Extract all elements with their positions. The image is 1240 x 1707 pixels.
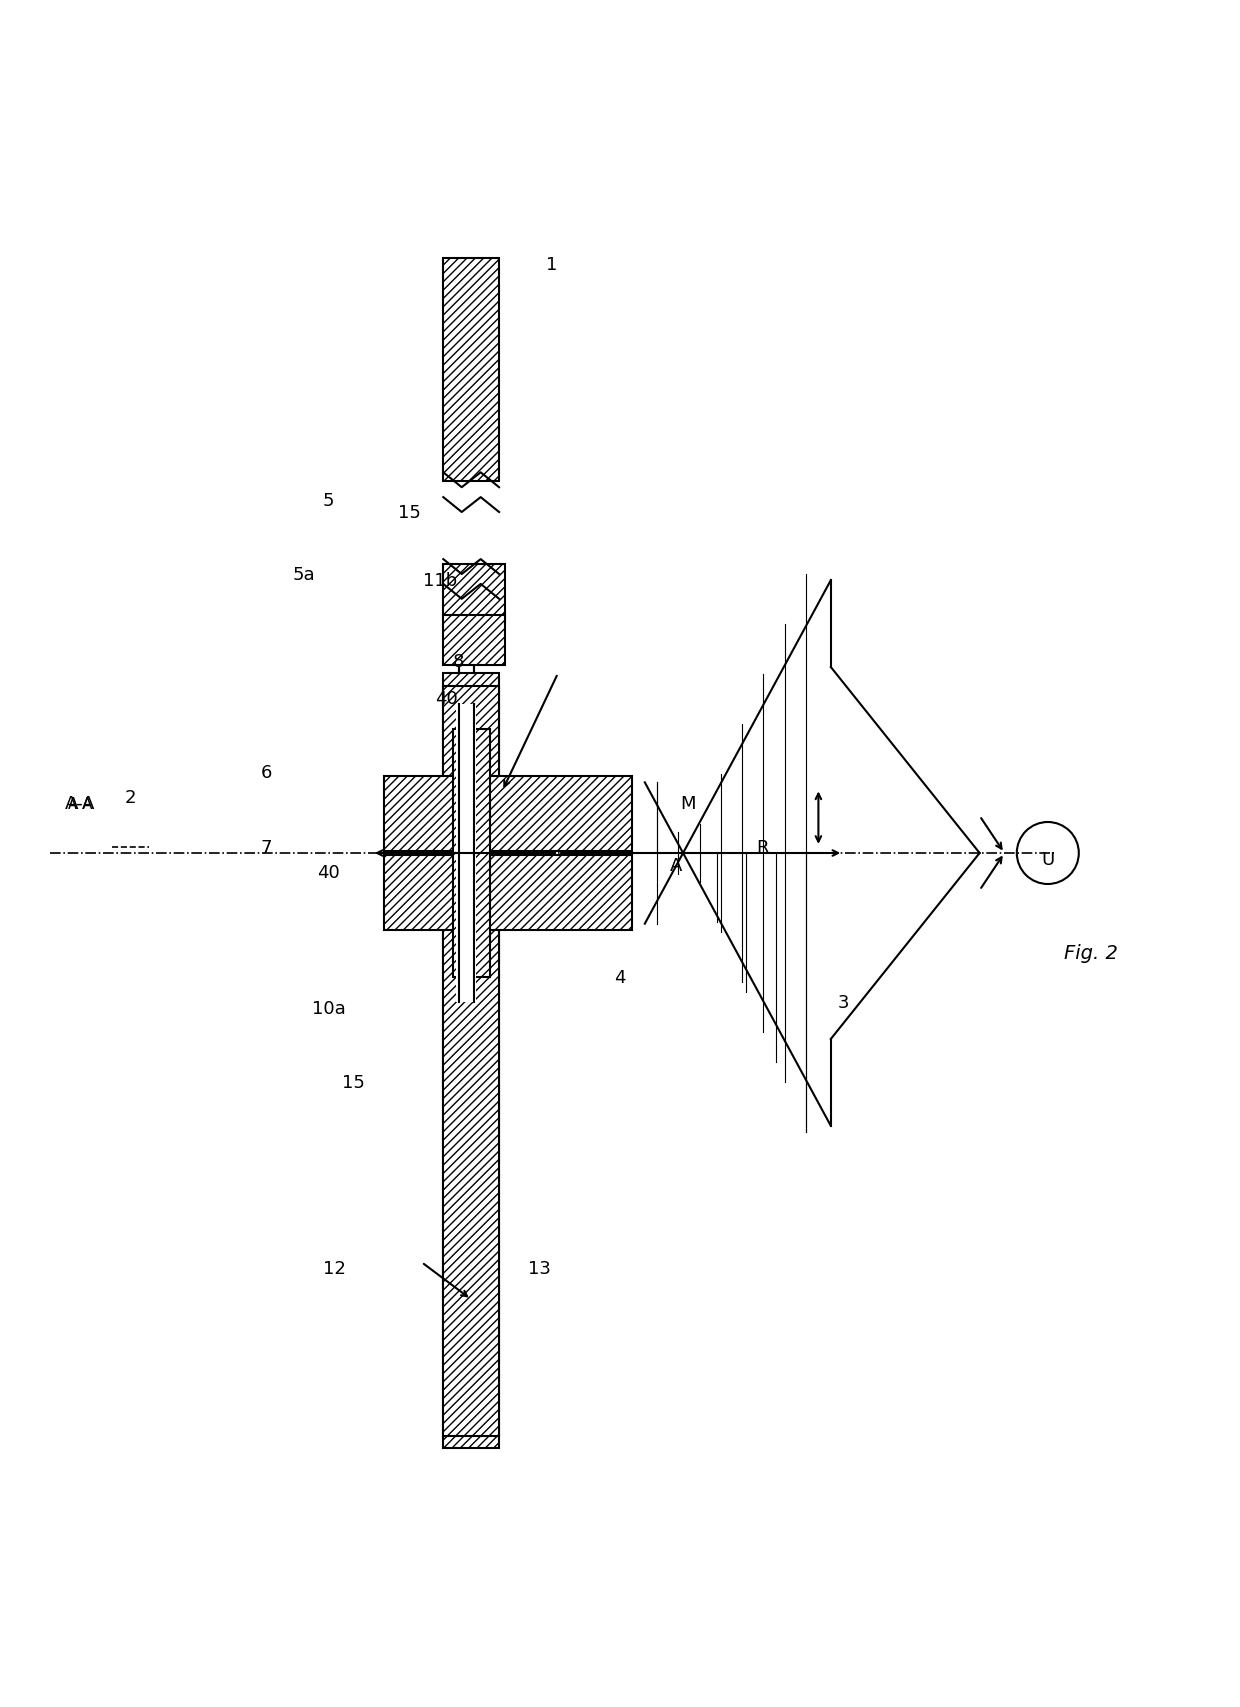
Text: A-A: A-A [68,797,93,811]
Text: 10a: 10a [311,999,346,1017]
Text: 40: 40 [435,690,458,708]
Bar [444,259,498,481]
Text: A: A [670,857,682,876]
Text: 5: 5 [322,492,335,509]
Text: Fig. 2: Fig. 2 [1064,944,1118,963]
Text: 11b: 11b [423,572,458,591]
Bar [444,674,498,1448]
Text: 5a: 5a [293,565,315,584]
Text: 15: 15 [342,1074,365,1092]
Bar [444,616,506,666]
Text: M: M [681,795,696,813]
Text: 12: 12 [324,1260,346,1277]
Bar [444,686,498,1436]
Text: 1: 1 [546,256,558,273]
Text: 2: 2 [124,789,136,807]
Text: U: U [1042,850,1054,869]
Text: 8: 8 [453,652,465,671]
Text: 40: 40 [317,864,340,881]
Bar [456,705,476,1002]
Text: 15: 15 [398,504,420,522]
Bar [384,855,632,930]
Text: 6: 6 [260,765,273,782]
Bar [384,777,632,852]
Text: A-A: A-A [66,795,95,813]
Text: R: R [756,838,769,857]
Text: 13: 13 [528,1260,551,1277]
Bar [453,729,490,978]
Text: 4: 4 [614,968,626,987]
Text: 7: 7 [260,838,273,857]
Bar [444,565,506,621]
Text: 3: 3 [837,993,849,1011]
